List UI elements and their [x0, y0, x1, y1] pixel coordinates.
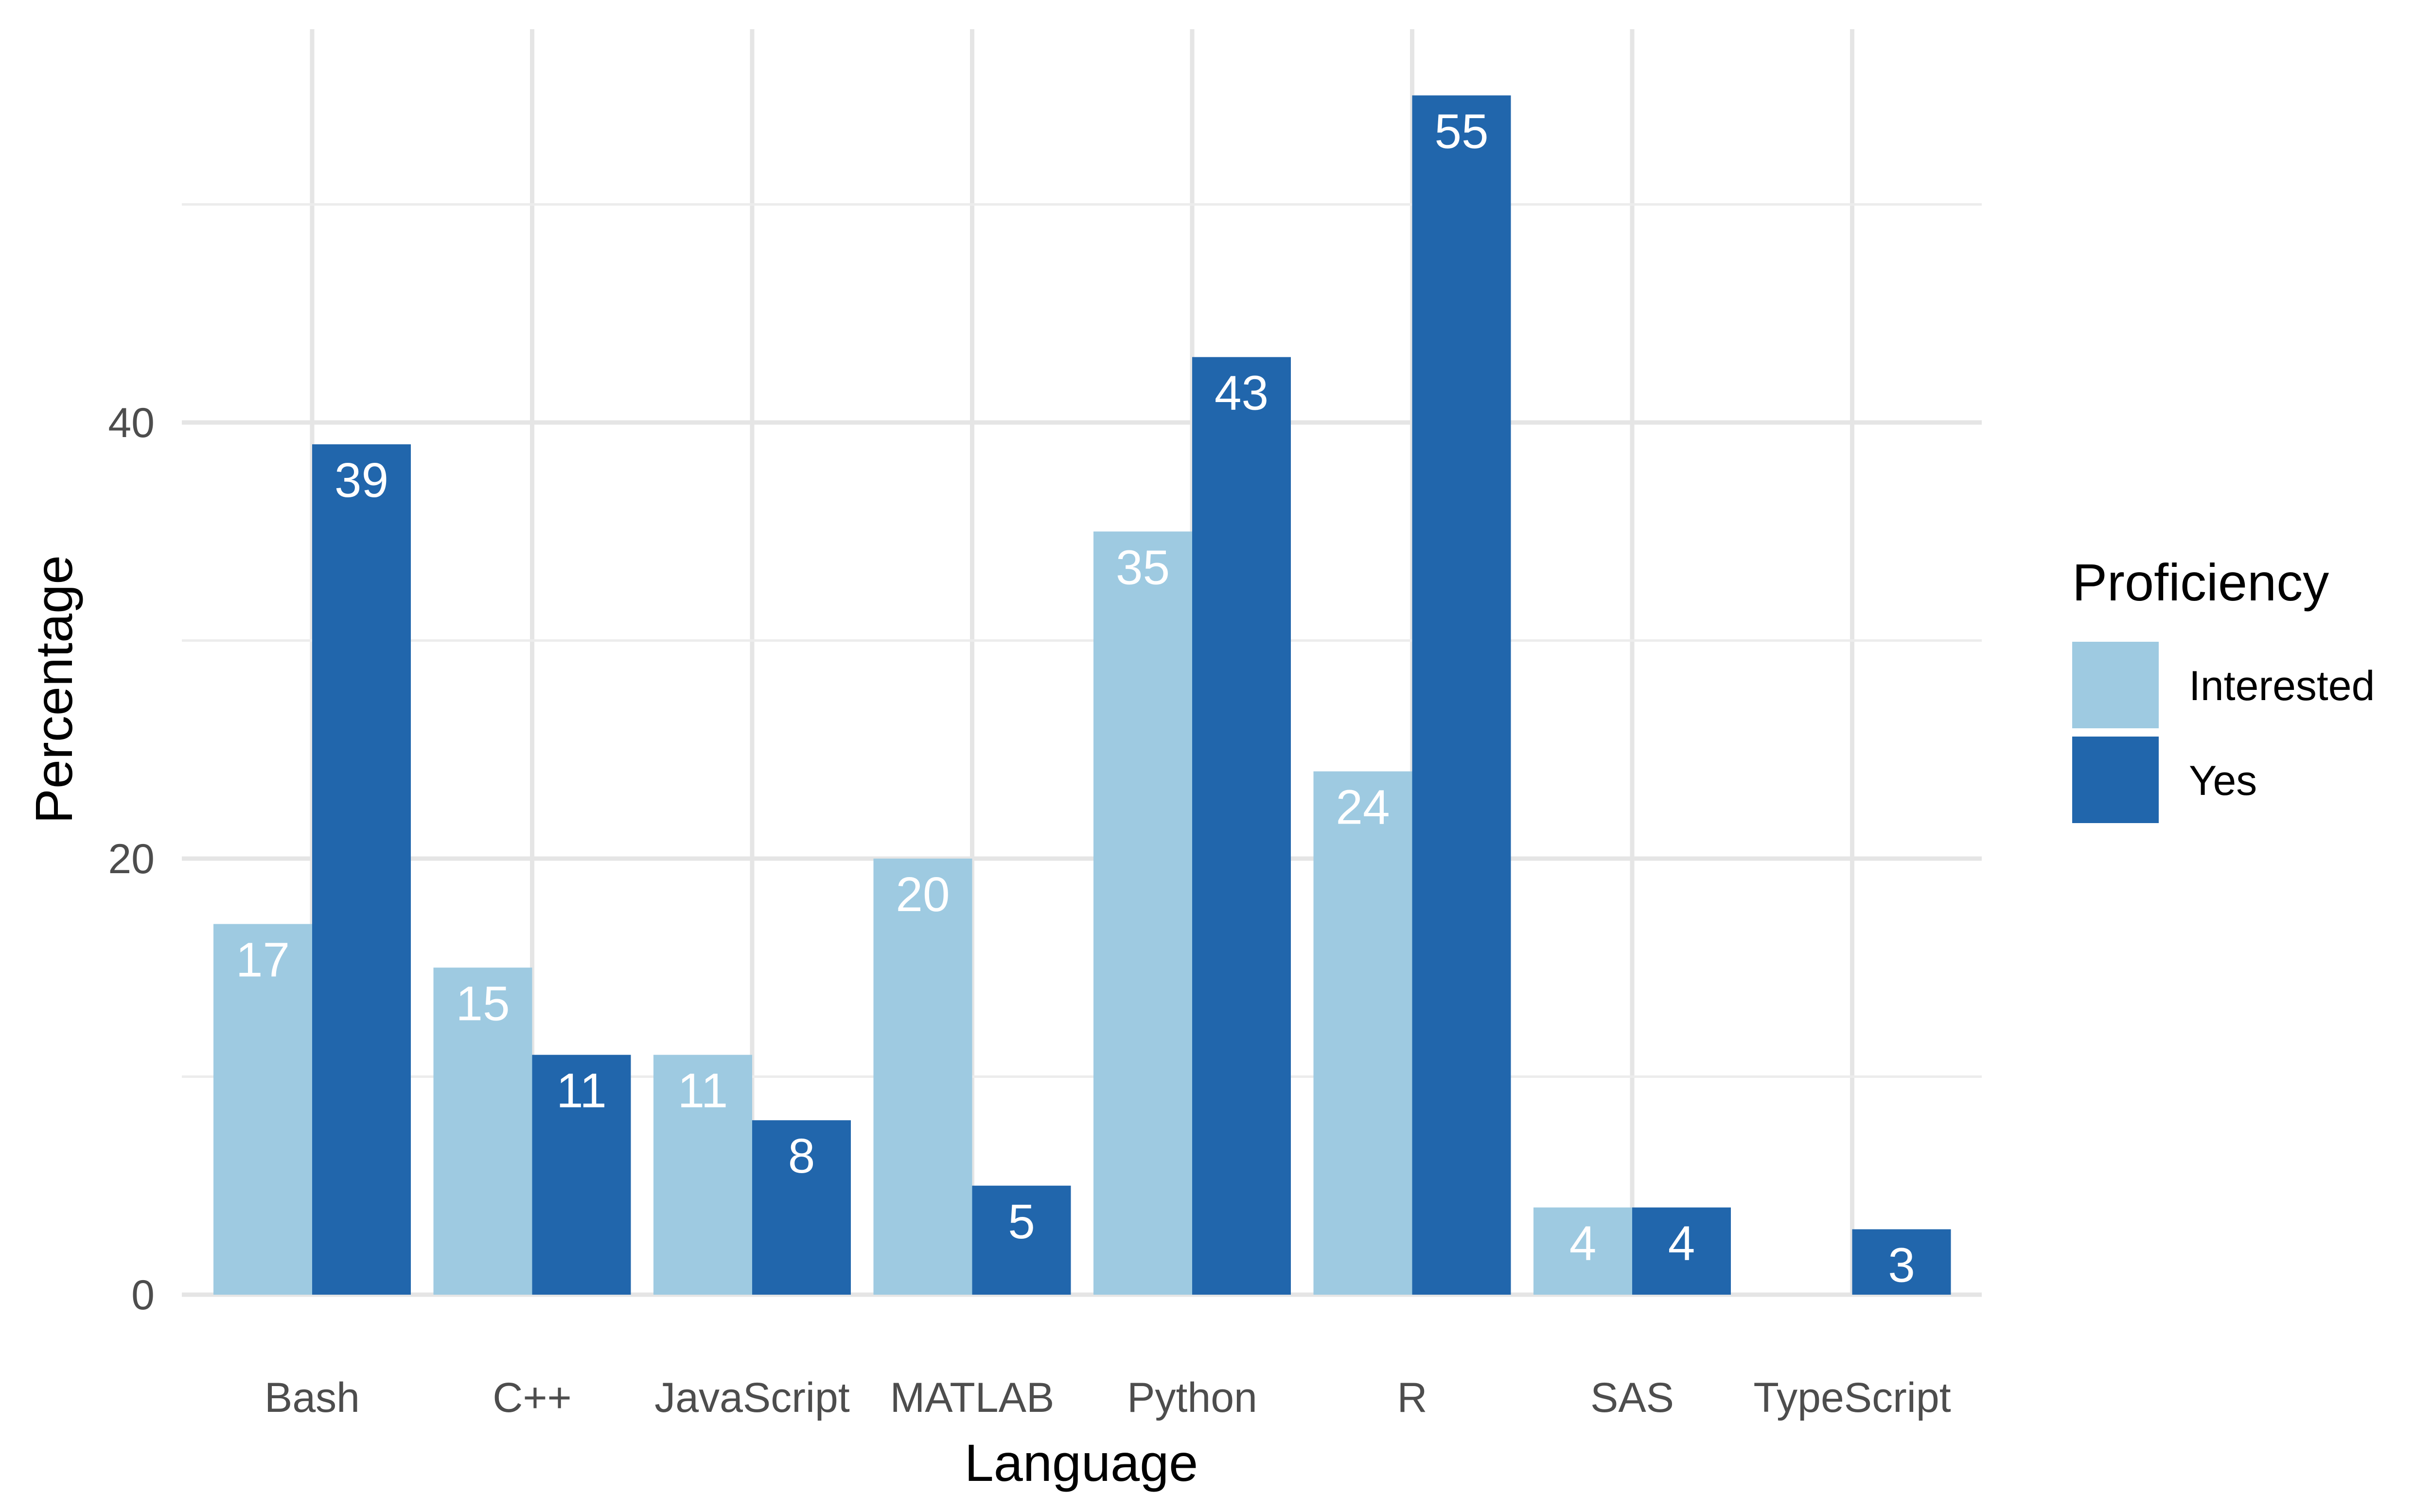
bar-value-label: 4 — [1668, 1216, 1695, 1271]
y-axis-ticks: 0 20 40 — [108, 400, 155, 1319]
bar-yes — [312, 444, 411, 1295]
bar-yes — [532, 1055, 631, 1295]
bar-interested — [213, 924, 312, 1295]
x-axis-title: Language — [965, 1433, 1198, 1492]
x-tick-label: TypeScript — [1753, 1374, 1951, 1421]
bar-value-label: 11 — [556, 1064, 607, 1118]
bar-interested — [1533, 1207, 1632, 1295]
x-tick-label: C++ — [493, 1374, 572, 1421]
bar-value-label: 43 — [1215, 366, 1268, 420]
bar-value-label: 39 — [335, 453, 388, 508]
x-tick-label: Python — [1127, 1374, 1257, 1421]
bar-interested — [433, 967, 532, 1295]
bar-value-label: 11 — [678, 1064, 728, 1118]
bar-yes — [972, 1185, 1071, 1295]
y-axis-title: Percentage — [24, 555, 83, 824]
bar-value-label: 4 — [1569, 1216, 1597, 1271]
legend-title: Proficiency — [2072, 553, 2329, 612]
x-tick-label: Bash — [264, 1374, 360, 1421]
x-tick-label: MATLAB — [890, 1374, 1055, 1421]
bar-value-label: 8 — [788, 1129, 815, 1183]
legend-label: Interested — [2189, 663, 2375, 709]
y-tick-label: 20 — [108, 836, 155, 882]
y-tick-label: 40 — [108, 400, 155, 446]
bar-value-label: 55 — [1434, 104, 1488, 158]
bar-interested — [653, 1055, 752, 1295]
bar-yes — [1192, 357, 1291, 1295]
y-tick-label: 0 — [131, 1272, 155, 1319]
x-tick-label: JavaScript — [654, 1374, 850, 1421]
bar-interested — [873, 859, 972, 1295]
x-tick-label: R — [1397, 1374, 1427, 1421]
legend-key — [2072, 737, 2159, 823]
legend-label: Yes — [2189, 757, 2257, 804]
bar-interested — [1313, 771, 1412, 1295]
bar-value-label: 15 — [456, 976, 510, 1031]
legend: Proficiency Interested Yes — [2072, 553, 2375, 823]
bar-yes — [1412, 95, 1511, 1295]
bar-yes — [1632, 1207, 1731, 1295]
bar-yes — [752, 1120, 851, 1295]
bar-interested — [1093, 531, 1192, 1295]
bar-value-label: 17 — [236, 933, 290, 987]
legend-key — [2072, 642, 2159, 728]
bar-value-label: 3 — [1888, 1238, 1915, 1292]
bars — [213, 95, 1951, 1295]
x-axis-ticks: Bash C++ JavaScript MATLAB Python R SAS TypeScr… — [264, 1374, 1951, 1421]
bar-value-label: 35 — [1116, 540, 1170, 595]
legend-items: Interested Yes — [2072, 642, 2375, 823]
bar-value-label: 20 — [896, 867, 950, 922]
bar-yes — [1852, 1229, 1951, 1295]
x-tick-label: SAS — [1590, 1374, 1674, 1421]
bar-value-label: 5 — [1008, 1195, 1035, 1249]
bar-value-label: 24 — [1336, 780, 1390, 835]
